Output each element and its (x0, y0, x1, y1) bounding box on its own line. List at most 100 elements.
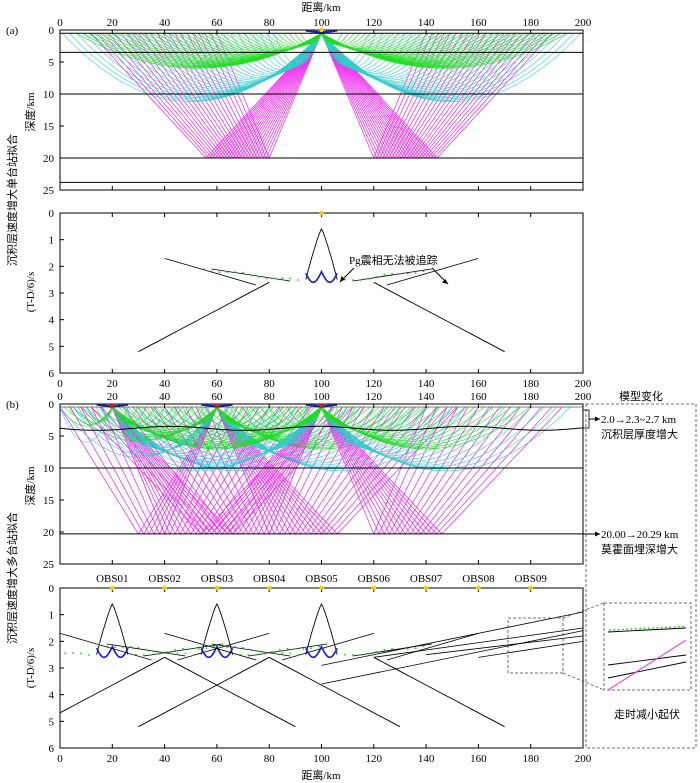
panel-b-60-pick (325, 643, 328, 645)
panel-a-pick (359, 279, 362, 281)
y-tick-label-am-5: 5 (49, 57, 55, 69)
panel-a-pick (399, 272, 401, 275)
y-tick-label-at-2: 2 (49, 261, 55, 273)
panel-a-pg-branch (352, 268, 432, 282)
x-tick-label-am-60: 60 (211, 17, 223, 29)
change2-arrowhead (595, 531, 600, 537)
panel-b-100-pick (250, 648, 252, 651)
x-tick-label-am-140: 140 (418, 17, 435, 29)
zoom-pick (622, 628, 624, 631)
panel-b-side-title: 沉积层速度增大多台站拟合 (5, 512, 19, 644)
panel-b-60-pick (129, 646, 132, 648)
panel-a-pg-green (76, 32, 322, 69)
zoom-pick (656, 626, 659, 629)
panel-a-water-apex (305, 227, 338, 280)
panel-b-60-water-apex (200, 602, 234, 655)
panel-a-model-station (319, 27, 324, 33)
y-tick-label-bt-2: 2 (49, 636, 55, 648)
panel-b-100-pg-cyan (321, 407, 492, 460)
x-tick-label-at-140: 140 (418, 378, 435, 390)
panel-b-100-pick (367, 653, 370, 655)
zoom-pick (609, 629, 611, 631)
panel-b-60-water-pick (200, 644, 234, 659)
y-tick-label-bm-15: 15 (43, 495, 55, 507)
panel-a-pick (391, 272, 393, 275)
x-tick-label-at-40: 40 (159, 378, 171, 390)
panel-b-60-pg-green (200, 407, 218, 421)
panel-b-20-pick (213, 645, 216, 648)
zoom-pick (660, 626, 663, 629)
obs-label-OBS08: OBS08 (462, 573, 495, 585)
x-tick-label-bt-20: 20 (107, 753, 119, 765)
panel-b-20-pmp-branch (164, 656, 296, 728)
x-tick-label-at-180: 180 (522, 378, 539, 390)
zoom-pick (613, 628, 616, 631)
x-tick-label-bt-100: 100 (313, 753, 330, 765)
zoom-curve-0 (607, 627, 687, 633)
panel-b-100-pg-branch (386, 632, 479, 661)
x-tick-label-bm-140: 140 (418, 391, 435, 403)
obs-label-OBS01: OBS01 (96, 573, 128, 585)
panel-a-pmp-branch (138, 281, 270, 353)
panel-b-60-pick (263, 653, 265, 655)
panel-b-60-pmp-branch (268, 656, 401, 728)
x-tick-label-bm-60: 60 (211, 391, 223, 403)
panel-b-60-pg-branch (59, 632, 152, 661)
obs-marker-OBS06 (371, 585, 377, 591)
y-tick-label-bm-5: 5 (49, 431, 55, 443)
panel-a-side-title: 沉积层速度增大单台站拟合 (5, 134, 19, 266)
panel-a-rays (61, 30, 582, 159)
zoom-caption: 走时减小起伏 (614, 707, 680, 721)
x-tick-label-at-80: 80 (264, 378, 276, 390)
panel-a-pg-branch (386, 257, 479, 286)
zoom-pmp-curve (607, 639, 687, 691)
y-tick-label-at-0: 0 (49, 208, 55, 220)
y-tick-label-bm-25: 25 (43, 559, 55, 571)
zoom-pick (643, 627, 646, 630)
panel-b-20-pick (80, 652, 82, 655)
change2-line1: 20.00→20.29 km (601, 529, 679, 541)
panel-b-100-pick (375, 650, 378, 653)
zoom-inset (603, 602, 692, 691)
panel-b-100-pg-cyan (72, 406, 322, 472)
x-tick-label-bt-180: 180 (522, 753, 539, 765)
zoom-pick (626, 628, 629, 631)
panel-b-60-pick (247, 654, 250, 656)
y-tick-label-am-15: 15 (43, 121, 55, 133)
pg-arrowhead-left (340, 276, 345, 282)
panel-a-pmp-branch (373, 281, 505, 353)
panel-b-60-pick (137, 646, 140, 649)
change1-arrowhead (595, 416, 600, 422)
panel-b-60-pg-branch (248, 643, 327, 657)
panel-b-20-pick (150, 654, 153, 656)
panel-b-right-branch-2 (426, 635, 584, 656)
panel-b-60-pick (286, 647, 289, 650)
panel-b-100-pg-cyan (321, 407, 440, 452)
obs-marker-OBS07 (423, 585, 429, 591)
zoom-pick (647, 627, 650, 630)
panel-b-100-pick (383, 648, 386, 651)
zoom-pick (630, 628, 633, 630)
x-tick-label-bm-40: 40 (159, 391, 171, 403)
panel-b-100-pick (391, 647, 393, 650)
obs-label-OBS09: OBS09 (514, 573, 547, 585)
x-tick-label-am-100: 100 (313, 17, 330, 29)
panel-a-pick (250, 273, 252, 276)
panel-b-20-pick (166, 650, 169, 653)
zoom-curve-1 (607, 654, 687, 666)
panel-b-100-pick (273, 652, 276, 655)
panel-b-20-pick (221, 643, 224, 645)
panel-b-100-pick (414, 647, 417, 650)
zoom-pick (634, 627, 637, 630)
x-tick-label-am-120: 120 (366, 17, 383, 29)
panel-a-pick (273, 277, 276, 280)
panel-b-100-pick (406, 648, 409, 650)
panel-a-pick (383, 273, 386, 276)
y-tick-label-at-6: 6 (49, 368, 55, 380)
obs-label-OBS05: OBS05 (305, 573, 338, 585)
obs-label-OBS06: OBS06 (358, 573, 391, 585)
x-tick-label-am-80: 80 (264, 17, 276, 29)
panel-b-100-pg-green (321, 407, 384, 428)
panel-b-20-pick (158, 653, 161, 655)
